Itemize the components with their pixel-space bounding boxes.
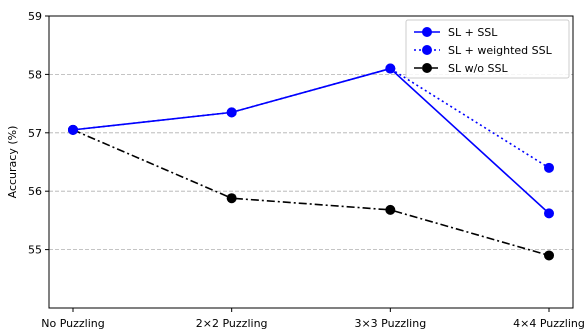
series-point-1	[544, 162, 554, 173]
plot-frame	[48, 15, 574, 309]
series-layer	[68, 63, 554, 261]
legend: SL + SSL SL + weighted SSL SL w/o SSL	[405, 19, 570, 79]
y-tick-label: 57	[28, 127, 42, 140]
legend-label: SL + weighted SSL	[448, 44, 553, 57]
legend-box	[405, 19, 570, 79]
x-tick-label: 4×4 Puzzling	[513, 317, 584, 330]
axes: 55 56 57 58 59 No Puzzling 2×2 Puzzling 3×3 Puz…	[28, 10, 584, 330]
y-tick-label: 59	[28, 10, 42, 23]
legend-label: SL + SSL	[448, 26, 498, 39]
legend-marker-2	[422, 63, 432, 73]
series-point-0	[385, 63, 396, 74]
series-point-0	[544, 208, 554, 219]
x-tick-label: No Puzzling	[41, 317, 104, 330]
y-tick-label: 58	[28, 68, 42, 81]
y-axis-label: Accuracy (%)	[6, 126, 19, 199]
series-line-0	[72, 67, 550, 214]
series-point-2	[385, 204, 396, 215]
series-line-2	[72, 129, 550, 257]
y-tick-label: 55	[28, 244, 42, 257]
legend-label: SL w/o SSL	[448, 62, 509, 75]
legend-marker-0	[422, 27, 432, 37]
x-tick-label: 3×3 Puzzling	[354, 317, 426, 330]
series-point-0	[226, 107, 237, 118]
y-tick-label: 56	[28, 185, 42, 198]
x-tick-label: 2×2 Puzzling	[196, 317, 268, 330]
series-point-0	[68, 124, 78, 135]
series-point-2	[226, 193, 237, 204]
series-line-1	[72, 67, 550, 169]
series-point-2	[544, 250, 554, 261]
grid-lines	[49, 74, 573, 251]
legend-marker-1	[422, 45, 432, 55]
